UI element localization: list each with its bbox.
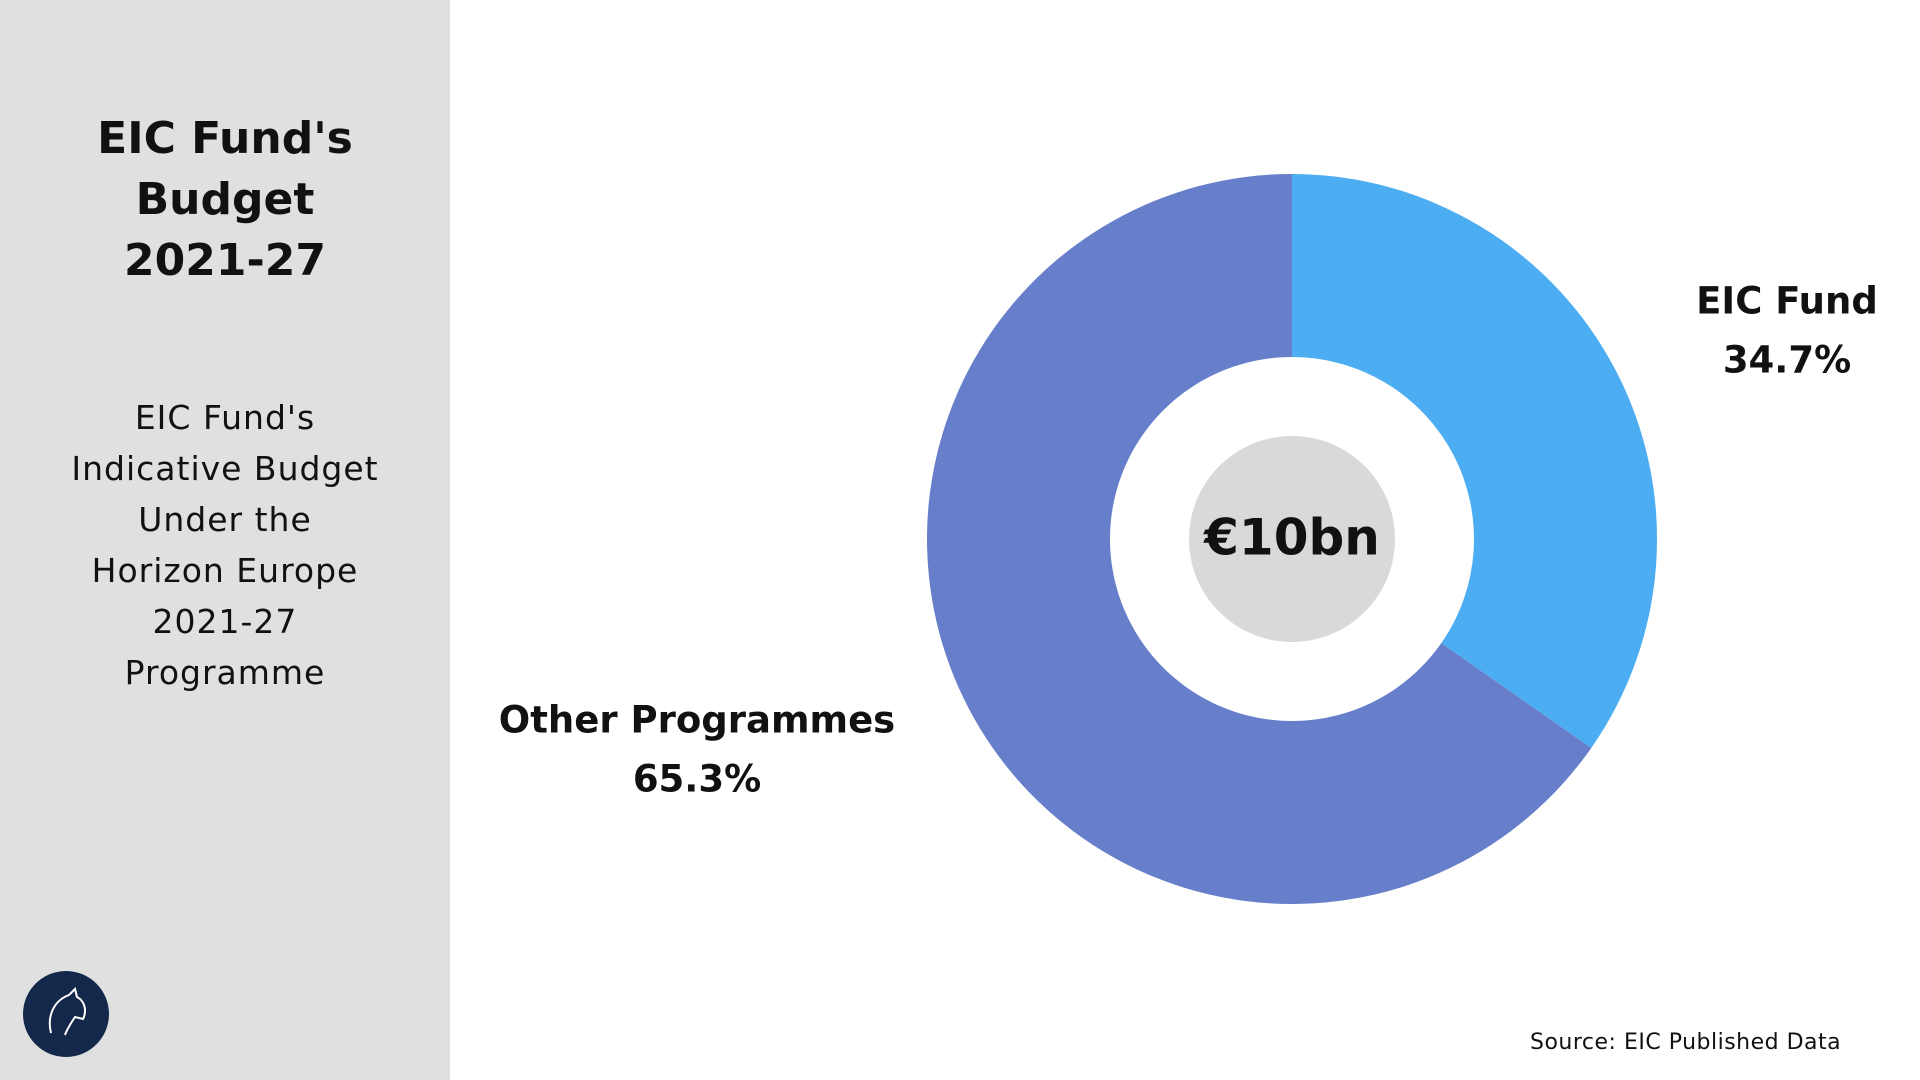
sidebar: EIC Fund's Budget 2021-27 EIC Fund's Ind… xyxy=(0,0,450,1080)
segment-label: Other Programmes xyxy=(499,699,895,742)
segment-label: EIC Fund xyxy=(1696,280,1878,323)
donut-segment xyxy=(927,174,1592,904)
segment-value-label: 65.3% xyxy=(633,758,761,801)
source: Source: EIC Published Data xyxy=(1530,1030,1842,1055)
subtitle: EIC Fund's Indicative Budget Under the H… xyxy=(71,398,379,692)
logo xyxy=(23,971,109,1057)
center-circle xyxy=(1189,436,1395,642)
segment-value-label: 34.7% xyxy=(1723,339,1851,382)
center-label: €10bn xyxy=(1203,509,1380,567)
donut-segment xyxy=(1292,174,1658,748)
title: EIC Fund's Budget 2021-27 xyxy=(97,113,353,286)
